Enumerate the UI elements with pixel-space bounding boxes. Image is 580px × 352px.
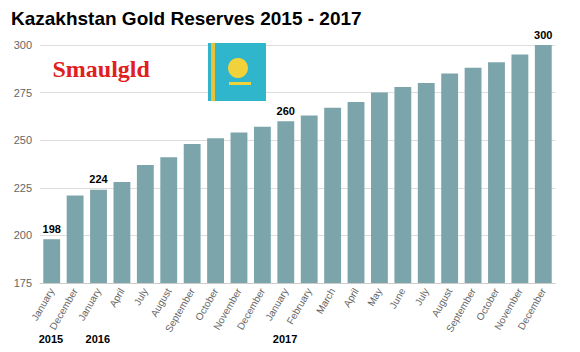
svg-text:January: January (29, 286, 57, 323)
svg-text:October: October (193, 286, 221, 323)
svg-text:300: 300 (14, 39, 32, 51)
svg-text:April: April (107, 286, 127, 309)
svg-text:275: 275 (14, 87, 32, 99)
svg-text:August: August (429, 286, 454, 319)
svg-text:July: July (132, 286, 150, 307)
svg-text:January: January (263, 286, 291, 323)
svg-text:250: 250 (14, 134, 32, 146)
svg-text:2016: 2016 (86, 333, 110, 345)
svg-text:November: November (211, 286, 244, 332)
svg-text:January: January (76, 286, 103, 322)
svg-text:Kazakhstan Gold Reserves 2015: Kazakhstan Gold Reserves 2015 - 2017 (11, 8, 362, 29)
svg-text:May: May (365, 286, 384, 308)
svg-text:200: 200 (14, 229, 32, 241)
svg-text:June: June (387, 286, 408, 311)
svg-text:Smaulgld: Smaulgld (53, 56, 151, 82)
svg-text:198: 198 (43, 223, 61, 235)
svg-text:August: August (148, 286, 173, 319)
svg-text:December: December (47, 286, 80, 332)
svg-text:260: 260 (277, 105, 295, 117)
svg-text:September: September (163, 286, 197, 334)
svg-text:224: 224 (89, 173, 108, 185)
svg-text:March: March (314, 286, 337, 316)
svg-text:September: September (444, 286, 478, 334)
svg-text:November: November (492, 286, 525, 332)
svg-text:December: December (516, 286, 549, 332)
svg-text:300: 300 (534, 29, 552, 41)
svg-text:October: October (473, 286, 502, 323)
svg-text:225: 225 (14, 182, 32, 194)
svg-text:April: April (341, 286, 361, 309)
svg-text:July: July (413, 286, 431, 307)
svg-text:2017: 2017 (273, 333, 297, 345)
svg-text:February: February (284, 286, 314, 326)
svg-text:December: December (235, 286, 268, 332)
svg-text:175: 175 (14, 277, 32, 289)
svg-text:2015: 2015 (39, 333, 63, 345)
